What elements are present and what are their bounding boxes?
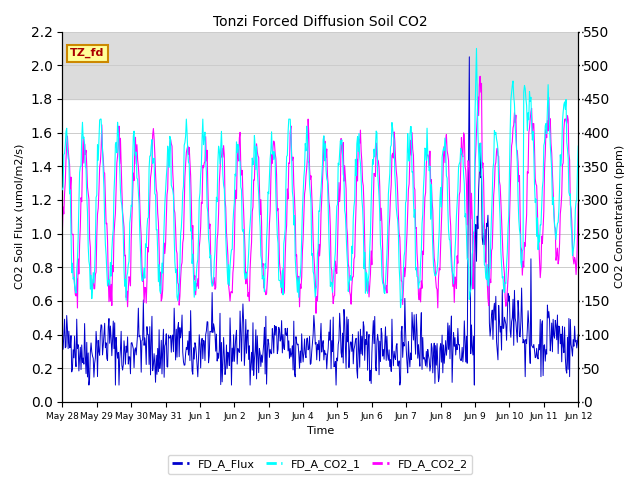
Bar (63, 32, 578, 99)
X-axis label: Time: Time (307, 426, 334, 436)
Legend: FD_A_Flux, FD_A_CO2_1, FD_A_CO2_2: FD_A_Flux, FD_A_CO2_1, FD_A_CO2_2 (168, 455, 472, 474)
Y-axis label: CO2 Soil Flux (umol/m2/s): CO2 Soil Flux (umol/m2/s) (15, 144, 25, 289)
Title: Tonzi Forced Diffusion Soil CO2: Tonzi Forced Diffusion Soil CO2 (213, 15, 428, 29)
Text: TZ_fd: TZ_fd (70, 48, 104, 59)
Y-axis label: CO2 Concentration (ppm): CO2 Concentration (ppm) (615, 145, 625, 288)
